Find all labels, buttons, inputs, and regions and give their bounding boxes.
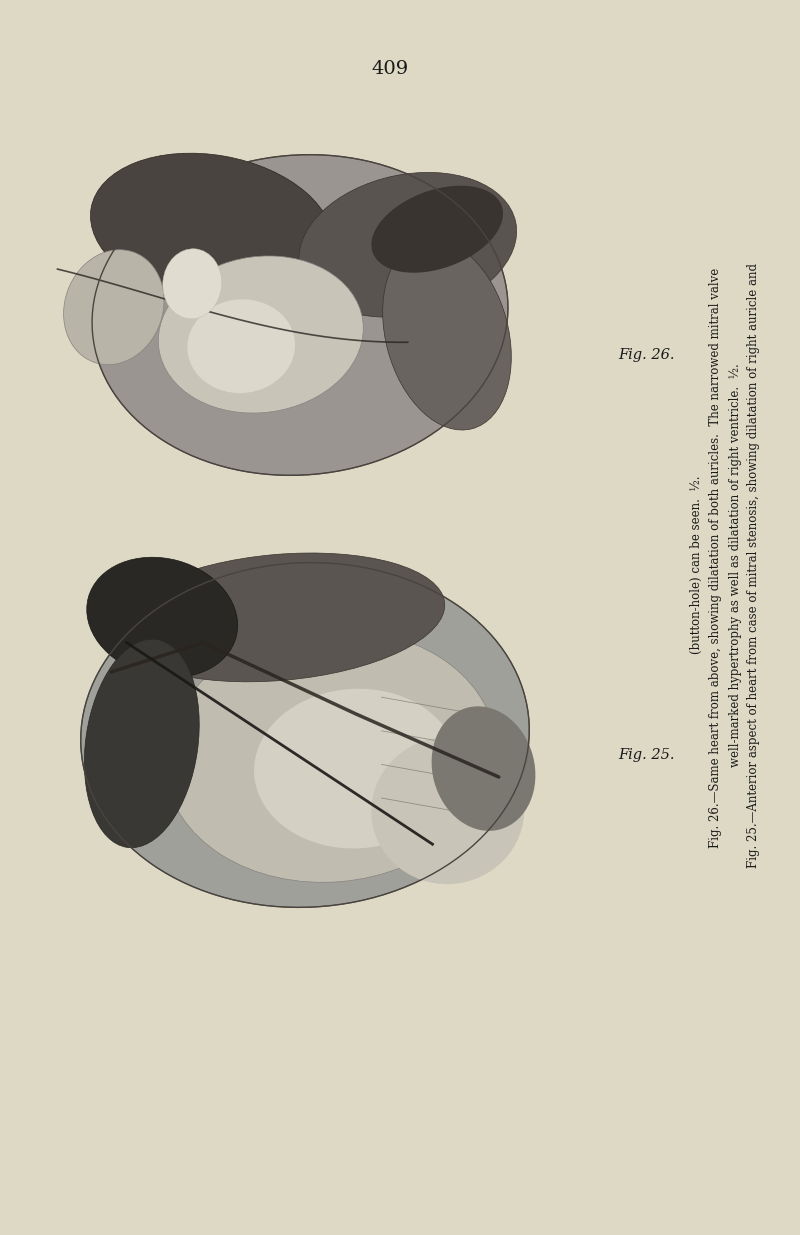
Ellipse shape bbox=[299, 173, 517, 317]
Ellipse shape bbox=[81, 563, 530, 908]
Ellipse shape bbox=[158, 256, 363, 412]
Ellipse shape bbox=[86, 557, 238, 678]
Text: Fig. 25.—Anterior aspect of heart from case of mitral stenosis, showing dilatati: Fig. 25.—Anterior aspect of heart from c… bbox=[747, 263, 760, 867]
Ellipse shape bbox=[165, 630, 496, 882]
Text: well-marked hypertrophy as well as dilatation of right ventricle.  ½.: well-marked hypertrophy as well as dilat… bbox=[729, 363, 742, 767]
Ellipse shape bbox=[84, 640, 199, 847]
Text: Fig. 25.: Fig. 25. bbox=[618, 748, 674, 762]
Ellipse shape bbox=[187, 299, 295, 393]
Text: 409: 409 bbox=[371, 61, 409, 78]
Text: Fig. 26.: Fig. 26. bbox=[618, 348, 674, 362]
Ellipse shape bbox=[90, 153, 333, 305]
Ellipse shape bbox=[371, 737, 524, 884]
Text: (button-hole) can be seen.  ½.: (button-hole) can be seen. ½. bbox=[690, 475, 703, 655]
Ellipse shape bbox=[371, 185, 503, 273]
Ellipse shape bbox=[63, 249, 164, 364]
Text: Fig. 26.—Same heart from above, showing dilatation of both auricles.  The narrow: Fig. 26.—Same heart from above, showing … bbox=[709, 267, 722, 862]
Ellipse shape bbox=[162, 248, 222, 319]
Ellipse shape bbox=[254, 689, 458, 848]
Ellipse shape bbox=[92, 154, 508, 475]
Ellipse shape bbox=[382, 240, 511, 430]
Ellipse shape bbox=[114, 553, 445, 682]
Ellipse shape bbox=[432, 706, 535, 831]
